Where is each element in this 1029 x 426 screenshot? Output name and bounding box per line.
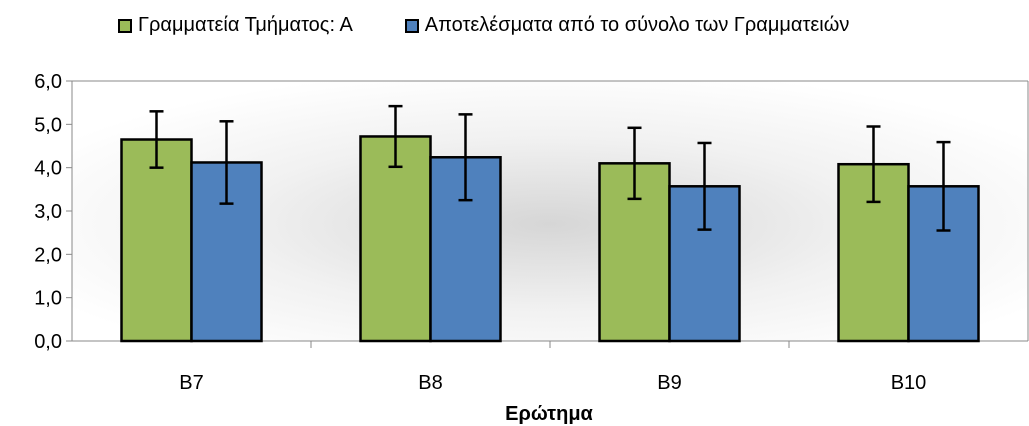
legend-item-series-2: Αποτελέσματα από το σύνολο των Γραμματει… [404,14,850,37]
y-tick-label: 5,0 [34,114,62,136]
x-axis-title: Ερώτημα [505,403,593,425]
y-tick-label: 3,0 [34,201,62,223]
x-tick-label: B7 [179,372,203,394]
x-tick-label: B8 [418,372,442,394]
y-tick-label: 1,0 [34,288,62,310]
bar-b7-series-1 [120,138,193,343]
legend: Γραμματεία Τμήματος: Α Αποτελέσματα από … [118,14,849,37]
bar-b8-series-1 [359,135,432,343]
y-tick-label: 6,0 [34,71,62,93]
legend-label-series-1: Γραμματεία Τμήματος: Α [138,14,353,36]
x-tick-label: B9 [657,372,681,394]
legend-label-series-2: Αποτελέσματα από το σύνολο των Γραμματει… [424,14,850,36]
y-tick-label: 4,0 [34,158,62,180]
y-tick-label: 2,0 [34,244,62,266]
y-tick-label: 0,0 [34,331,62,353]
x-tick-label: B10 [891,372,927,394]
legend-item-series-1: Γραμματεία Τμήματος: Α [118,14,353,37]
legend-swatch-green [118,18,132,33]
legend-swatch-blue [404,18,419,33]
